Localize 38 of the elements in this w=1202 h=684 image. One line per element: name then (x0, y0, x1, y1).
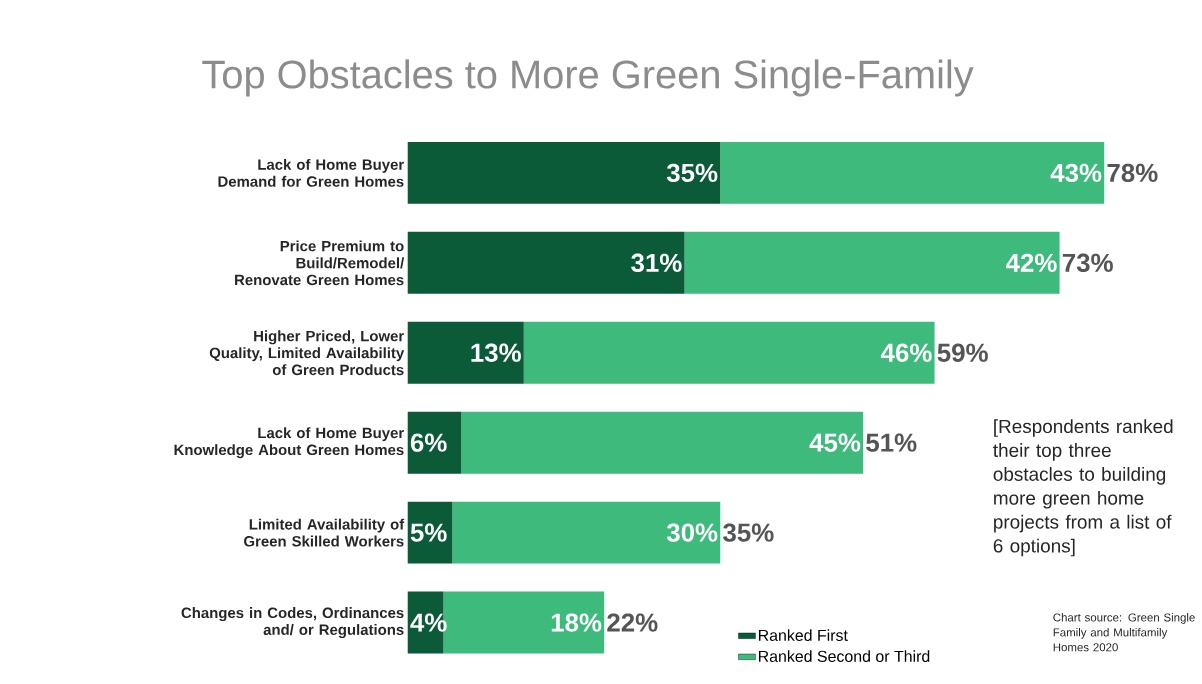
total-label: 73% (1062, 253, 1113, 273)
data-label: 46% (880, 343, 932, 363)
bar (407, 411, 462, 474)
data-label: 5% (410, 523, 447, 542)
bar (720, 142, 1105, 205)
bar (407, 142, 721, 205)
annotation: Chart source: Green Single Family and Multifamily Homes 2020 (1053, 613, 1195, 652)
bar (523, 322, 935, 384)
annotation: [Respondents ranked their top three obstacles to building more green home projects from a list of 6 options] (993, 419, 1173, 557)
legend-label: Ranked First (758, 629, 848, 642)
chart-title: Top Obstacles to More Green Single-Family (202, 59, 974, 97)
y-tick-label: Changes in Codes, Ordinances and/ or Regulations (181, 607, 404, 639)
data-label: 13% (471, 343, 521, 363)
total-label: 22% (607, 613, 658, 632)
legend-label: Ranked Second or Third (758, 650, 930, 663)
total-label: 35% (723, 523, 774, 543)
data-label: 35% (666, 163, 718, 183)
total-label: 78% (1107, 163, 1158, 183)
y-tick-label: Higher Priced, Lower Quality, Limited Availability of Green Products (209, 330, 405, 376)
total-label: 59% (937, 343, 988, 363)
y-tick-label: Price Premium to Build/Remodel/ Renovate Green Homes (235, 240, 405, 286)
bar (407, 232, 685, 295)
data-label: 6% (410, 433, 447, 453)
bar (407, 322, 524, 384)
data-label: 42% (1005, 253, 1057, 273)
y-tick-label: Lack of Home Buyer Demand for Green Homes (218, 159, 404, 188)
bar (452, 501, 721, 564)
bar (684, 232, 1060, 295)
y-tick-label: Lack of Home Buyer Knowledge About Green Homes (174, 427, 404, 459)
data-label: 31% (631, 253, 682, 273)
data-label: 45% (809, 433, 861, 453)
total-label: 51% (866, 433, 917, 453)
bar (461, 411, 864, 474)
data-label: 4% (410, 613, 447, 632)
data-label: 18% (551, 613, 602, 632)
y-tick-label: Limited Availability of Green Skilled Workers (244, 518, 405, 547)
data-label: 43% (1050, 163, 1102, 183)
data-label: 30% (666, 523, 718, 543)
